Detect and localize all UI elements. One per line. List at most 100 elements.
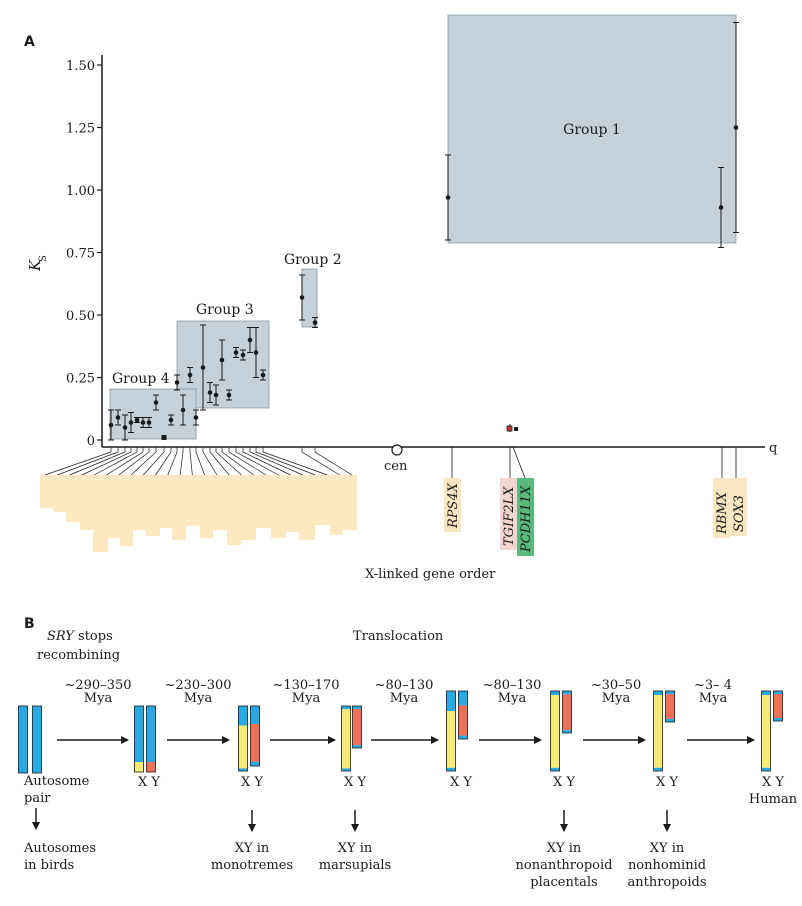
data-point: [200, 365, 206, 370]
data-point: [180, 407, 186, 413]
data-point: [168, 417, 174, 423]
chromosome: [761, 690, 771, 772]
sry-note-line2: recombining: [37, 648, 120, 663]
chromosome-segment: [341, 709, 351, 769]
gene-fan-line: [195, 447, 205, 476]
gene-fan-line: [202, 447, 218, 476]
chromosome: [446, 690, 456, 772]
chromosome-segment: [665, 718, 675, 722]
interval-5-range: ~80–130: [483, 678, 542, 693]
outcome-placentals-line1: XY in: [547, 841, 582, 856]
gene-fan-line: [215, 447, 242, 476]
chromosome: [134, 705, 144, 773]
chromosome: [773, 690, 783, 722]
chromosome-segment: [238, 768, 248, 771]
chromosome: [352, 705, 362, 749]
chromosome-segment: [458, 691, 468, 706]
y-axis-label: K: [26, 259, 44, 272]
y-tick-label: 0.50: [66, 309, 95, 324]
pcdh11x-point: [514, 427, 518, 431]
gene-fan-line: [106, 447, 144, 476]
interval-4-unit: Mya: [390, 691, 419, 706]
outcome-birds-line2: in birds: [24, 858, 74, 873]
interval-2-range: ~230–300: [164, 678, 231, 693]
data-point: [733, 125, 739, 130]
data-point: [140, 420, 146, 425]
chromosome-segment: [665, 691, 675, 695]
group-2-label: Group 2: [284, 252, 342, 268]
chromosome-segment: [134, 762, 144, 772]
chromosome-segment: [250, 724, 260, 762]
panel-a-label: A: [24, 34, 35, 50]
ks-data-points: [108, 22, 739, 441]
stage-label-xy-4: X Y: [450, 775, 472, 790]
gene-fan-line: [221, 447, 254, 476]
y-tick-label: 1.50: [66, 59, 95, 74]
gene-fan-line: [167, 447, 178, 476]
data-point: [260, 372, 266, 378]
panel-b-label: B: [24, 616, 35, 632]
chromosome-segment: [341, 706, 351, 710]
group-3-label: Group 3: [196, 302, 254, 318]
data-point: [115, 415, 121, 420]
chromosome-segment: [550, 691, 560, 695]
chromosome-segment: [134, 706, 144, 763]
gene-fan-line: [189, 447, 193, 476]
gene-fan-line: [142, 447, 165, 476]
chromosome-segment: [146, 706, 156, 763]
chromosome: [341, 705, 351, 772]
outcome-marsupials-line1: XY in: [338, 841, 373, 856]
outcome-anthropoids-line3: anthropoids: [627, 875, 706, 890]
data-point: [299, 295, 305, 300]
data-point: [233, 350, 239, 355]
chromosome-segment: [458, 735, 468, 739]
interval-1-unit: Mya: [84, 691, 113, 706]
q-arm-label: q: [769, 441, 777, 456]
data-point: [213, 392, 219, 398]
outcome-placentals-line2: nonanthropoid: [516, 858, 613, 873]
gene-label-sox3: SOX3: [732, 495, 747, 532]
interval-1-range: ~290–350: [64, 678, 131, 693]
gene-box-pcdh11x: [517, 478, 534, 556]
data-point: [108, 422, 114, 428]
translocation-label: Translocation: [353, 629, 444, 644]
gene-fan-line: [228, 447, 267, 476]
outcome-marsupials-line2: marsupials: [319, 858, 391, 873]
interval-4-range: ~80–130: [375, 678, 434, 693]
chromosome-segment: [773, 718, 783, 721]
data-point: [122, 425, 128, 430]
data-point: [128, 420, 134, 425]
chromosome-segment: [446, 691, 456, 711]
group-1-box: [447, 14, 737, 244]
chromosome-segment: [146, 762, 156, 772]
data-point: [161, 435, 167, 440]
chromosome: [458, 690, 468, 740]
gene-fan-line: [118, 447, 150, 476]
interval-2-unit: Mya: [184, 691, 213, 706]
chromosome-segment: [352, 706, 362, 709]
outcome-anthropoids-line2: nonhominid: [628, 858, 706, 873]
data-point: [153, 400, 159, 405]
y-tick-label: 0.75: [66, 247, 95, 262]
gene-label-rbmx: RBMX: [715, 491, 730, 535]
group-4-box: [109, 388, 197, 440]
data-point: [240, 352, 246, 358]
data-point: [187, 372, 193, 378]
gene-fan-line: [209, 447, 230, 476]
data-point: [146, 420, 152, 425]
stage-label-human: Human: [749, 792, 798, 807]
interval-6-range: ~30–50: [591, 678, 641, 693]
centromere-marker: [391, 444, 403, 456]
gene-fan-line: [179, 447, 184, 476]
data-point: [207, 390, 213, 395]
gene-box-rps4x: [444, 478, 461, 532]
chromosome-segment: [341, 768, 351, 771]
y-tick-label: 0: [87, 434, 95, 449]
stage-label-autosome: Autosome: [23, 774, 90, 789]
interval-7-range: ~3– 4: [694, 678, 732, 693]
y-tick-group: 1.50 1.25 1.00 0.75 0.50 0.25 0: [66, 59, 102, 449]
chromosome-segment: [562, 691, 572, 695]
chromosome: [665, 690, 675, 723]
gene-position-lines: [44, 447, 353, 476]
gene-box-sox3: [730, 478, 747, 536]
